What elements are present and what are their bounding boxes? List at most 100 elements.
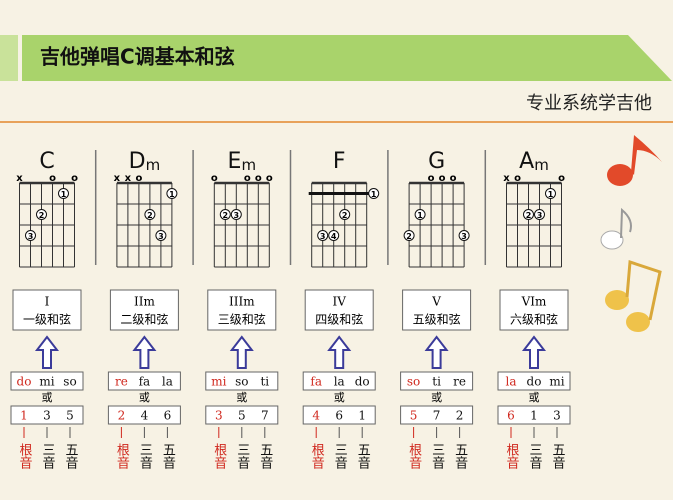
degree: I bbox=[45, 295, 50, 309]
solfege: ti bbox=[260, 375, 269, 389]
degree-name: 一级和弦 bbox=[23, 312, 71, 327]
solfege: mi bbox=[211, 375, 226, 389]
finger-dot bbox=[339, 209, 351, 220]
finger-dot bbox=[25, 230, 36, 241]
finger-number: 2 bbox=[342, 211, 348, 220]
scale-number: 7 bbox=[433, 409, 441, 423]
finger-dot bbox=[317, 230, 329, 241]
solfege: so bbox=[235, 375, 248, 389]
number-box bbox=[10, 405, 84, 425]
solfege: la bbox=[162, 375, 173, 389]
degree-box bbox=[207, 289, 277, 331]
solfege-box bbox=[205, 371, 279, 391]
chord-root: G bbox=[428, 149, 445, 174]
degree-name: 五级和弦 bbox=[413, 312, 461, 327]
solfege: mi bbox=[39, 375, 54, 389]
notes-decoration bbox=[600, 135, 662, 332]
degree-box bbox=[499, 289, 569, 331]
finger-dot bbox=[328, 230, 340, 241]
finger-dot bbox=[230, 209, 242, 220]
finger-dot bbox=[403, 230, 415, 241]
role: 三音 bbox=[137, 443, 153, 469]
role: 三音 bbox=[332, 443, 348, 469]
chord-name: C bbox=[39, 149, 54, 174]
number-box bbox=[205, 405, 279, 425]
finger-number: 1 bbox=[169, 190, 175, 199]
number-box bbox=[497, 405, 571, 425]
finger-number: 2 bbox=[147, 211, 153, 220]
chord-root: A bbox=[519, 149, 534, 174]
arrow bbox=[424, 335, 449, 369]
solfege: ti bbox=[432, 375, 441, 389]
role: 五音 bbox=[257, 443, 273, 469]
role: 根音 bbox=[309, 443, 325, 469]
finger-number: 1 bbox=[61, 190, 67, 199]
role: 三音 bbox=[234, 443, 250, 469]
chord-name: Em bbox=[228, 149, 257, 174]
scale-number: 6 bbox=[164, 409, 172, 423]
role: 三音 bbox=[527, 443, 543, 469]
chord-name: Dm bbox=[129, 149, 161, 174]
degree: IIm bbox=[134, 295, 155, 309]
solfege: la bbox=[334, 375, 345, 389]
scale-number: 1 bbox=[530, 409, 538, 423]
finger-number: 3 bbox=[537, 211, 543, 220]
or-label: 或 bbox=[334, 391, 345, 404]
string-marker: o bbox=[211, 173, 218, 184]
role: 五音 bbox=[550, 443, 566, 469]
chord-root: E bbox=[228, 149, 242, 174]
chord-suffix: m bbox=[534, 156, 549, 174]
string-marker: o bbox=[558, 173, 565, 184]
scale-number: 4 bbox=[141, 409, 149, 423]
finger-dot bbox=[534, 209, 545, 220]
finger-dot bbox=[219, 209, 231, 220]
scale-number: 5 bbox=[238, 409, 246, 423]
role: 五音 bbox=[160, 443, 176, 469]
scale-number: 6 bbox=[335, 409, 343, 423]
degree-box bbox=[304, 289, 374, 331]
finger-dot bbox=[58, 188, 69, 199]
scale-number: 5 bbox=[410, 409, 418, 423]
chord-suffix: m bbox=[241, 156, 256, 174]
chord-name: F bbox=[333, 149, 346, 174]
finger-number: 3 bbox=[320, 232, 326, 241]
string-marker: x bbox=[503, 173, 510, 184]
chord-root: C bbox=[39, 149, 54, 174]
string-marker: o bbox=[514, 173, 521, 184]
solfege: so bbox=[407, 375, 420, 389]
solfege: fa bbox=[310, 375, 322, 389]
subtitle: 专业系统学吉他 bbox=[526, 93, 652, 114]
string-marker: o bbox=[135, 173, 142, 184]
finger-dot bbox=[368, 188, 380, 199]
finger-number: 3 bbox=[158, 232, 164, 241]
degree-name: 四级和弦 bbox=[315, 312, 363, 327]
string-marker: o bbox=[255, 173, 262, 184]
solfege: do bbox=[527, 375, 542, 389]
scale-number: 5 bbox=[66, 409, 74, 423]
scale-number: 2 bbox=[456, 409, 464, 423]
role: 根音 bbox=[17, 443, 33, 469]
header-band bbox=[22, 35, 672, 81]
finger-dot bbox=[523, 209, 534, 220]
or-label: 或 bbox=[236, 391, 247, 404]
arrow bbox=[34, 335, 60, 369]
degree-box bbox=[109, 289, 179, 331]
string-marker: o bbox=[49, 173, 56, 184]
solfege: do bbox=[355, 375, 370, 389]
finger-dot bbox=[155, 230, 167, 241]
role: 五音 bbox=[452, 443, 468, 469]
degree: V bbox=[431, 295, 441, 309]
scale-number: 3 bbox=[215, 409, 223, 423]
string-marker: o bbox=[244, 173, 251, 184]
arrow bbox=[327, 335, 352, 369]
finger-number: 2 bbox=[406, 232, 412, 241]
scale-number: 6 bbox=[507, 409, 515, 423]
string-marker: x bbox=[125, 173, 132, 184]
role: 三音 bbox=[429, 443, 445, 469]
number-box bbox=[107, 405, 181, 425]
finger-number: 2 bbox=[39, 211, 45, 220]
finger-dot bbox=[414, 209, 426, 220]
finger-number: 3 bbox=[28, 232, 34, 241]
scale-number: 3 bbox=[553, 409, 561, 423]
